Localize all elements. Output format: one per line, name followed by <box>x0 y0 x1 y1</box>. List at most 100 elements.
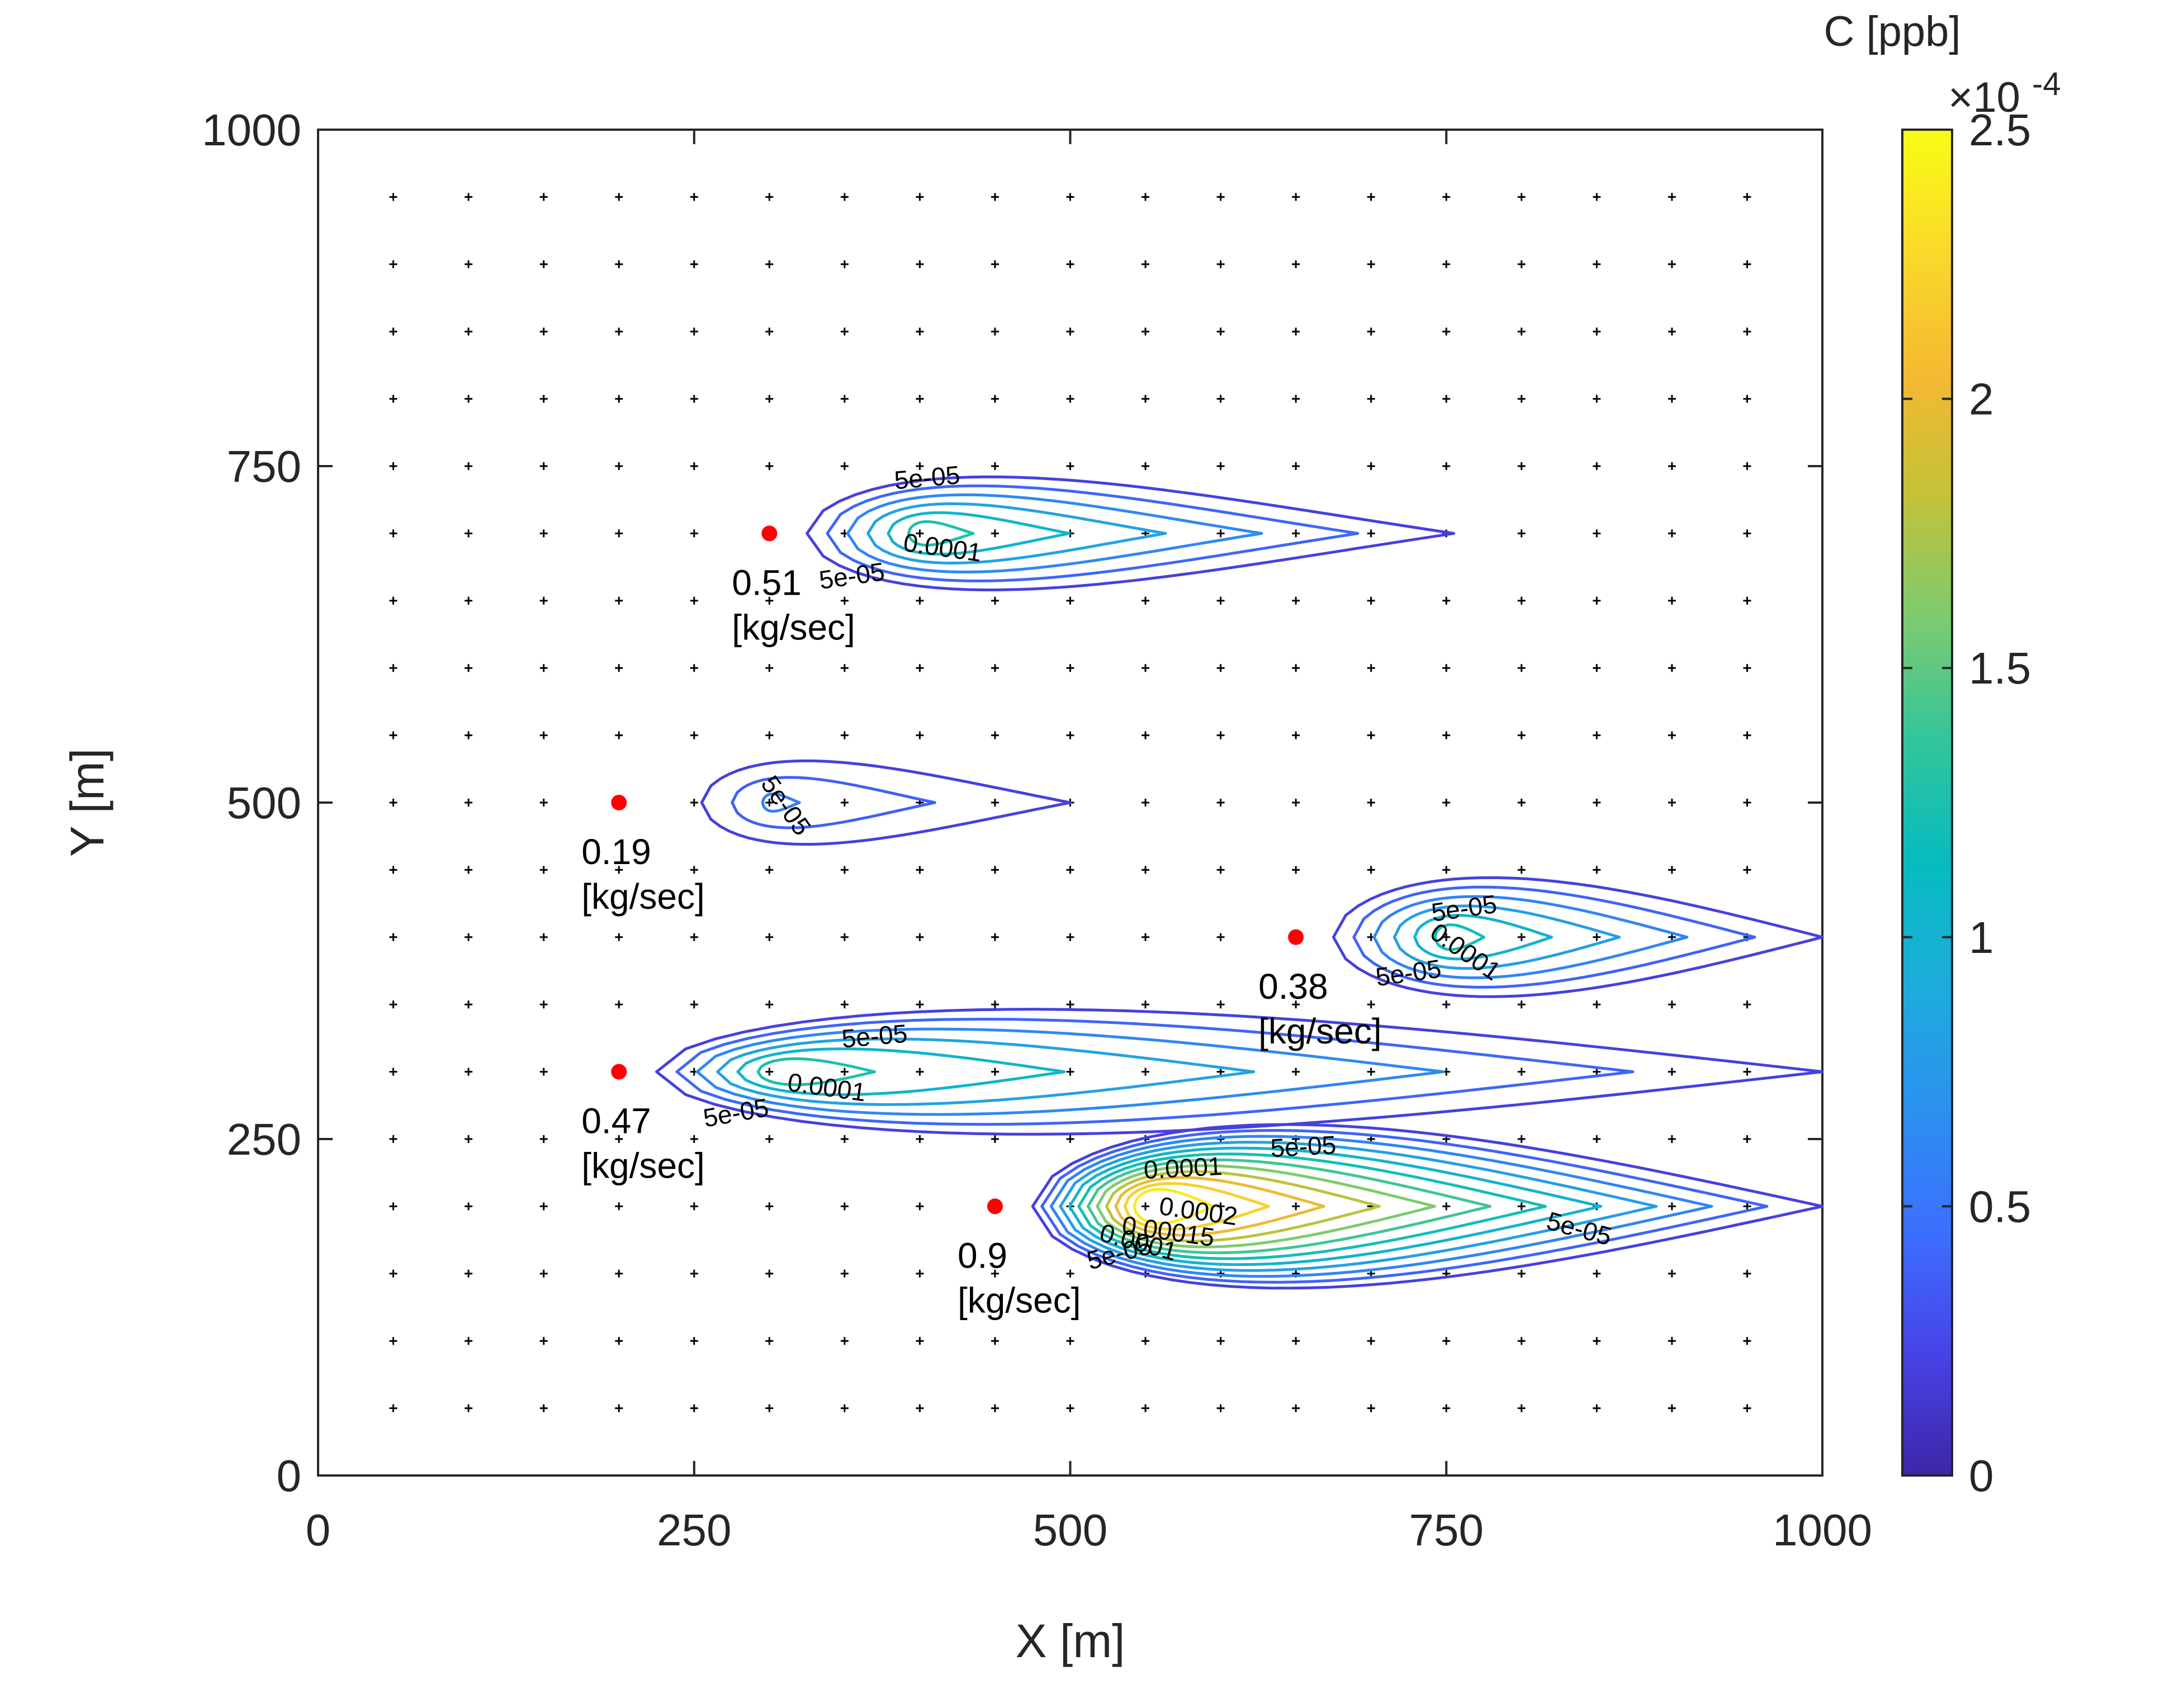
source-emission-value: 0.9 <box>958 1235 1007 1275</box>
contour-line <box>1049 1135 1713 1278</box>
receptor-marker <box>991 799 999 806</box>
y-tick-label: 250 <box>227 1114 301 1164</box>
contour-line <box>1096 1164 1436 1249</box>
receptor-marker <box>1292 462 1300 470</box>
receptor-marker <box>765 462 774 470</box>
receptor-marker <box>1517 731 1526 739</box>
receptor-marker <box>991 1404 999 1412</box>
receptor-marker <box>465 529 473 538</box>
source-emission-value: 0.38 <box>1258 966 1328 1007</box>
receptor-marker <box>1142 1000 1150 1009</box>
receptor-marker <box>1216 462 1225 470</box>
receptor-marker <box>840 1135 849 1143</box>
source-emission-unit: [kg/sec] <box>958 1280 1081 1320</box>
receptor-marker <box>1292 596 1300 605</box>
contour-line <box>1114 1176 1325 1237</box>
receptor-marker <box>1668 328 1676 336</box>
receptor-marker <box>1593 193 1601 201</box>
receptor-marker <box>1216 1202 1225 1211</box>
x-axis-title: X [m] <box>1015 1615 1125 1667</box>
contour-line <box>756 1057 877 1087</box>
receptor-marker <box>991 1337 999 1345</box>
receptor-marker <box>1743 462 1751 470</box>
contour-line <box>1086 1158 1491 1255</box>
receptor-marker <box>1743 1068 1751 1076</box>
contour-line <box>1123 1182 1270 1231</box>
receptor-marker <box>1743 1404 1751 1412</box>
receptor-marker <box>1216 596 1225 605</box>
receptor-marker <box>1367 1337 1375 1345</box>
receptor-marker <box>389 395 397 403</box>
receptor-marker <box>1292 664 1300 672</box>
colorbar-ticks: 0 0.5 1 1.5 2 2.5 <box>1902 105 2031 1501</box>
receptor-marker <box>765 664 774 672</box>
receptor-marker <box>1367 529 1375 538</box>
receptor-marker <box>1593 866 1601 874</box>
receptor-marker <box>615 731 623 739</box>
receptor-marker <box>840 799 849 806</box>
receptor-marker <box>465 866 473 874</box>
receptor-marker <box>765 799 774 806</box>
receptor-marker <box>1292 395 1300 403</box>
receptor-marker <box>1367 731 1375 739</box>
receptor-marker <box>1743 1000 1751 1009</box>
receptor-marker <box>1442 462 1451 470</box>
receptor-marker <box>1066 866 1074 874</box>
receptor-marker <box>991 1269 999 1278</box>
receptor-marker <box>1743 395 1751 403</box>
receptor-marker <box>1517 193 1526 201</box>
receptor-marker <box>465 1337 473 1345</box>
receptor-marker <box>840 193 849 201</box>
contour-line <box>695 1027 1445 1116</box>
colorbar-tick-label: 1.5 <box>1969 643 2031 693</box>
receptor-marker <box>1593 260 1601 268</box>
receptor-marker <box>1668 596 1676 605</box>
receptor-marker <box>1668 731 1676 739</box>
receptor-marker <box>1517 260 1526 268</box>
receptor-marker <box>840 1202 849 1211</box>
receptor-marker <box>539 1135 548 1143</box>
receptor-marker <box>1442 596 1451 605</box>
receptor-marker <box>991 664 999 672</box>
receptor-marker <box>1442 260 1451 268</box>
receptor-marker <box>991 596 999 605</box>
receptor-marker <box>1442 731 1451 739</box>
receptor-marker <box>389 731 397 739</box>
receptor-marker <box>539 1068 548 1076</box>
receptor-marker <box>1142 731 1150 739</box>
y-axis-title: Y [m] <box>61 748 113 857</box>
x-tick-label: 1000 <box>1773 1505 1872 1555</box>
receptor-marker <box>1593 1000 1601 1009</box>
receptor-marker <box>916 1068 924 1076</box>
receptor-marker <box>1668 933 1676 941</box>
receptor-marker <box>690 260 698 268</box>
receptor-marker <box>1066 395 1074 403</box>
receptor-marker <box>1066 328 1074 336</box>
receptor-marker <box>615 1000 623 1009</box>
receptor-marker <box>1442 933 1451 941</box>
receptor-marker <box>1442 1000 1451 1009</box>
receptor-marker <box>539 462 548 470</box>
receptor-marker <box>1442 328 1451 336</box>
receptor-marker <box>1367 799 1375 806</box>
receptor-marker <box>916 395 924 403</box>
contour-line <box>887 511 1071 556</box>
receptor-marker <box>1442 193 1451 201</box>
receptor-marker <box>1066 1404 1074 1412</box>
receptor-marker <box>1216 799 1225 806</box>
receptor-marker <box>389 260 397 268</box>
receptor-marker <box>615 1202 623 1211</box>
receptor-marker <box>1292 799 1300 806</box>
receptor-marker <box>1743 596 1751 605</box>
contour-line <box>736 1047 1066 1097</box>
contour-line <box>1059 1141 1658 1272</box>
y-tick-label: 1000 <box>202 105 301 155</box>
emission-sources: 0.51[kg/sec]0.19[kg/sec]0.38[kg/sec]0.47… <box>581 525 1382 1320</box>
receptor-marker <box>991 260 999 268</box>
receptor-marker <box>1142 866 1150 874</box>
receptor-marker <box>615 328 623 336</box>
contour-label: 5e-05 <box>840 1019 908 1054</box>
receptor-marker <box>1517 866 1526 874</box>
receptor-marker <box>1216 529 1225 538</box>
y-tick-label: 0 <box>277 1451 302 1501</box>
